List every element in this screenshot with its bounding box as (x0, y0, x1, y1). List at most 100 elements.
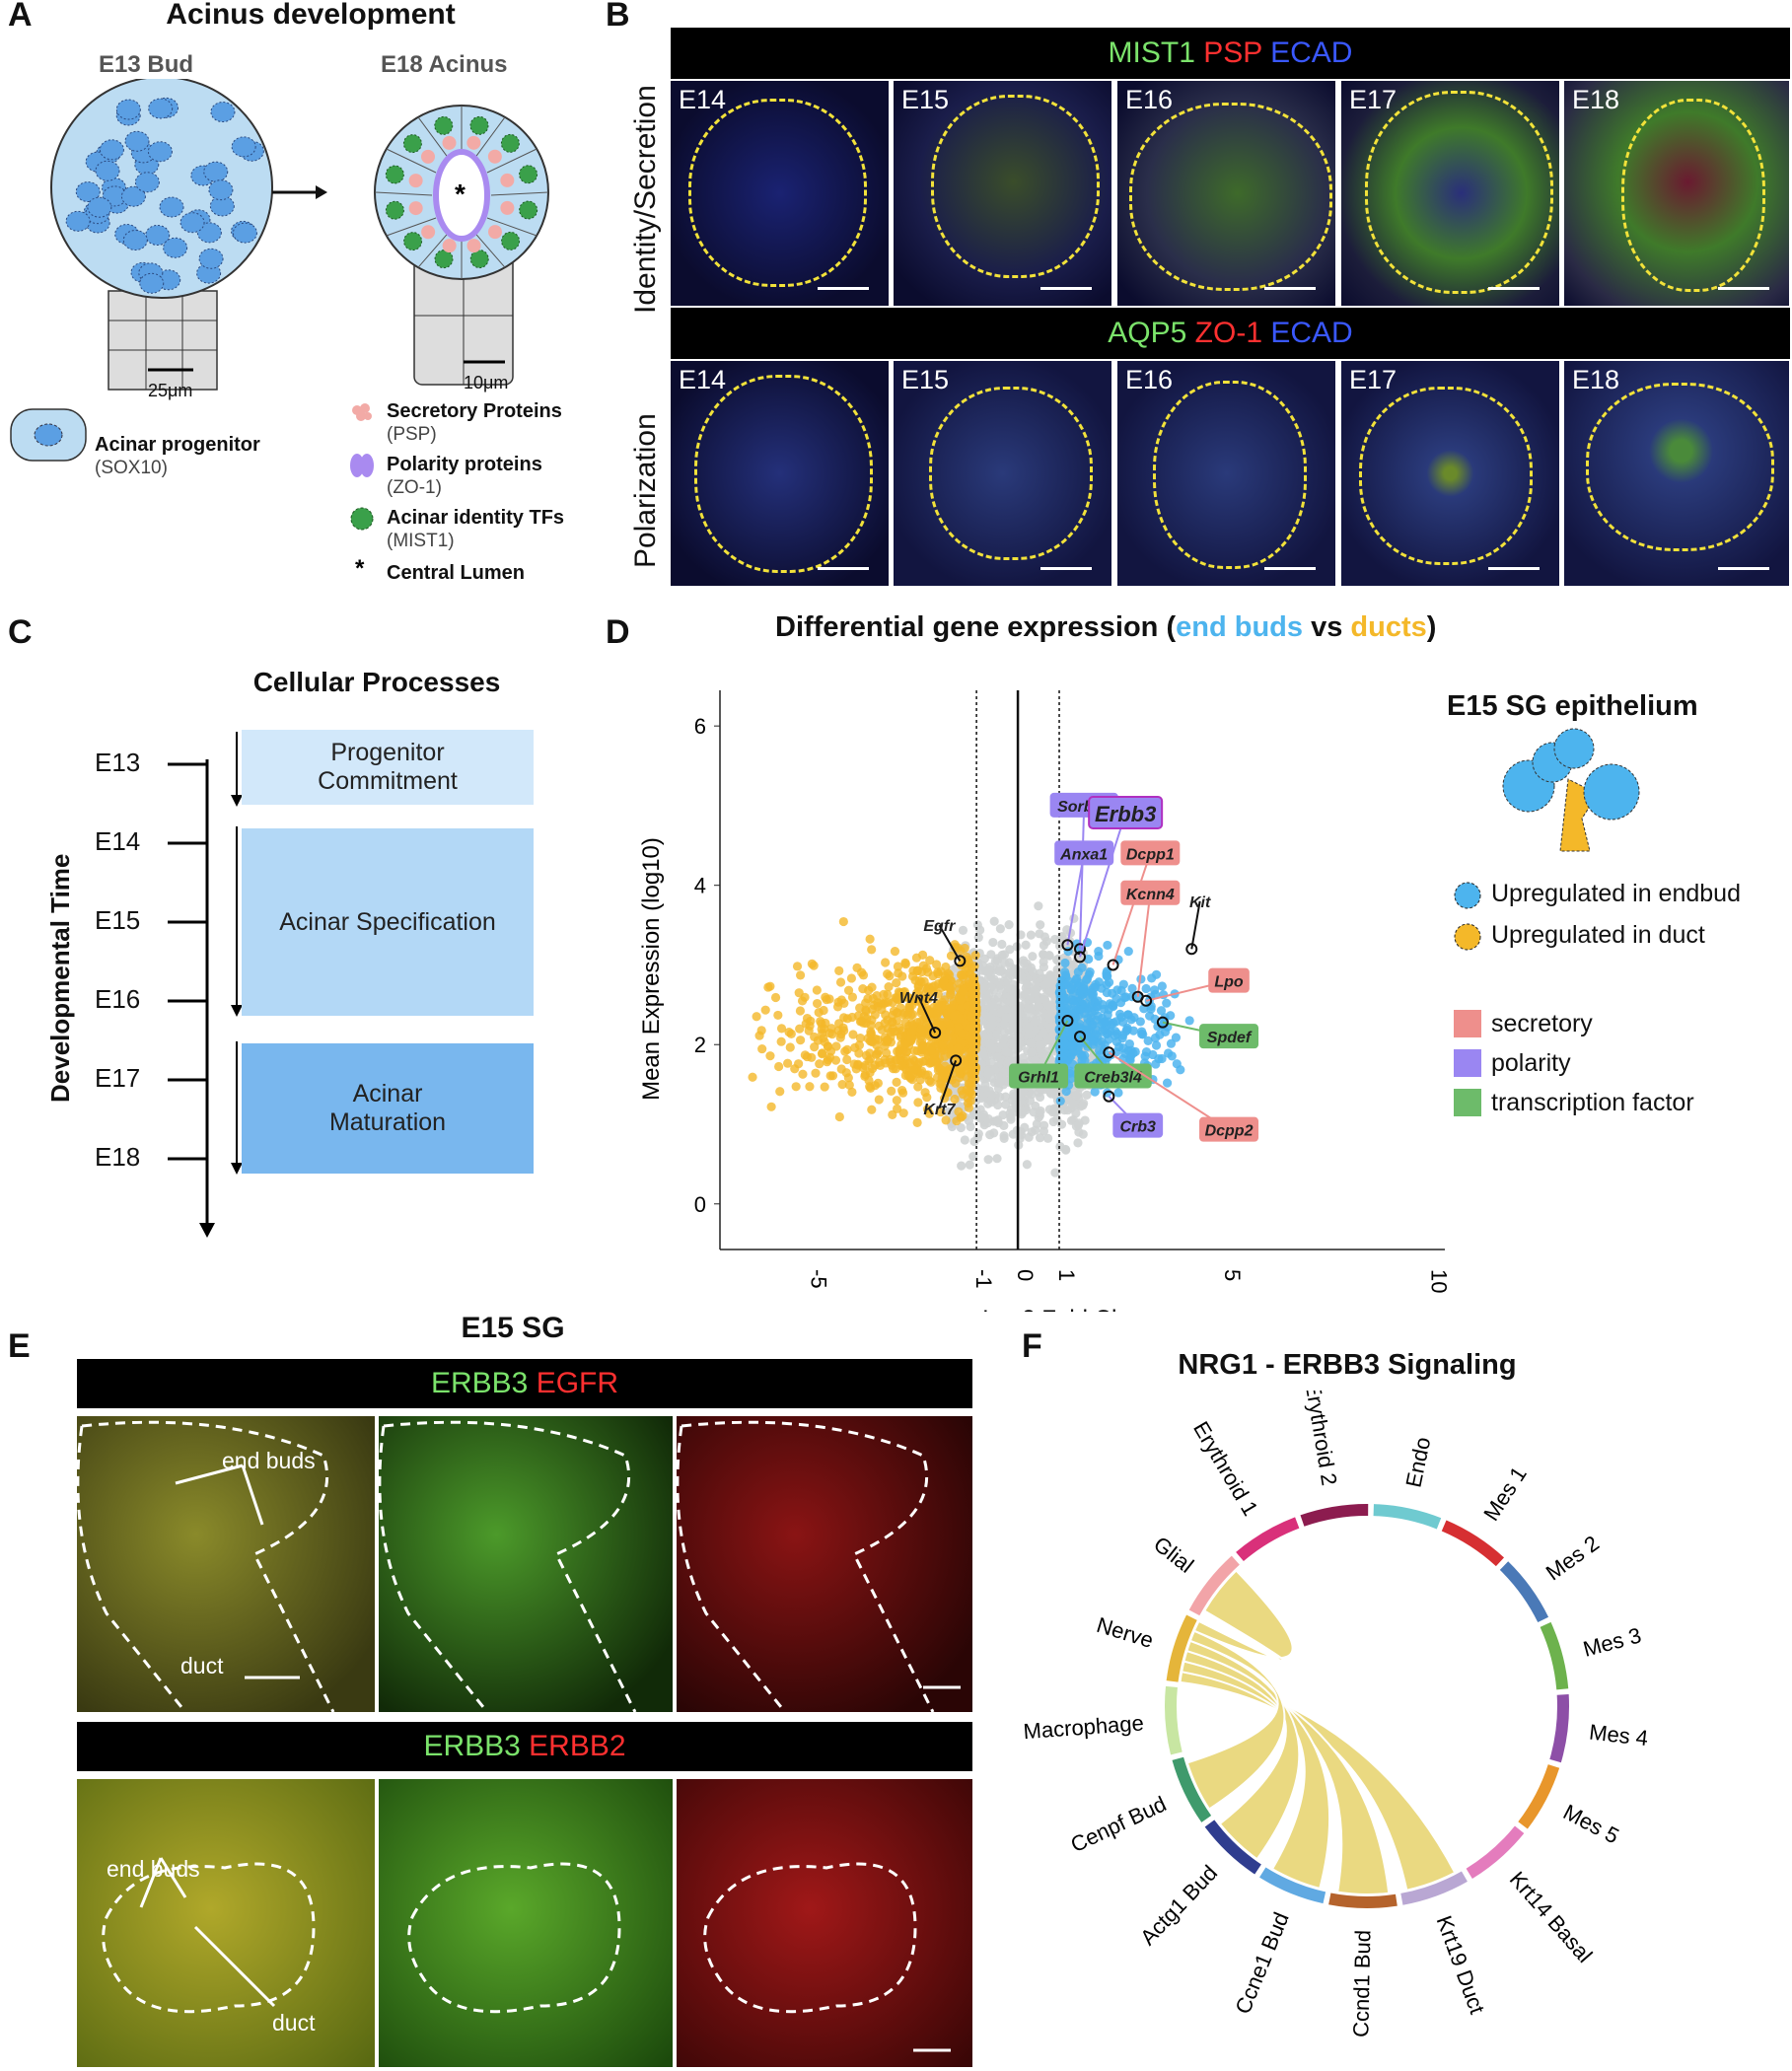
gene-label-krt7: Krt7 (923, 1102, 956, 1118)
y-tick-label: 6 (694, 714, 706, 739)
sector-label: Cenpf Bud (1067, 1791, 1171, 1857)
gene-label-wnt4: Wnt4 (899, 990, 938, 1007)
sector-label: Mes 3 (1580, 1622, 1643, 1661)
e-label-end-buds-1: end buds (222, 1448, 316, 1473)
x-tick-label: -5 (806, 1269, 830, 1289)
sector-label: Actg1 Bud (1135, 1860, 1222, 1950)
sector-ccnd1-bud (1328, 1892, 1398, 1908)
legend-tf-sub: (MIST1) (387, 531, 455, 551)
gene-point-egfr (954, 955, 967, 967)
time-e15: E15 (95, 905, 141, 935)
sector-label: Krt19 Duct (1432, 1912, 1490, 2017)
central-lumen-marker: * (455, 179, 466, 209)
d-legend-title: E15 SG epithelium (1447, 690, 1698, 722)
gene-point-erbb3 (1074, 951, 1086, 964)
process-progenitor-commitment: Progenitor Commitment (242, 730, 534, 805)
sector-actg1-bud (1204, 1820, 1261, 1875)
gene-point-dcpp1 (1107, 959, 1119, 971)
sector-nerve (1166, 1614, 1197, 1682)
row-label-polarization: Polarization (629, 413, 662, 568)
erbb3-erbb2-merge (77, 1779, 375, 2067)
x-tick-label: 1 (1054, 1269, 1079, 1281)
gene-label-kit: Kit (1189, 894, 1211, 911)
lumen-legend-icon: * (355, 555, 365, 582)
x-tick-label: 5 (1220, 1269, 1245, 1281)
erbb3-channel-2 (379, 1779, 673, 2067)
scale-label-25um: 25μm (148, 381, 193, 400)
x-tick-label: 10 (1427, 1269, 1452, 1293)
marker-psp: PSP (1203, 36, 1262, 69)
gene-point-spdef (1156, 1016, 1169, 1029)
micrograph-aqp5-e15: E15 (894, 361, 1111, 586)
y-tick-label: 0 (694, 1192, 706, 1217)
sector-label: Endo (1400, 1435, 1435, 1489)
chord-link (1185, 1629, 1286, 1811)
secretory-proteins-icon (352, 403, 372, 421)
micrograph-mist1-e18: E18 (1564, 81, 1789, 306)
e-erbb2-micrographs (77, 1779, 972, 2067)
sector-label: Erythroid 1 (1188, 1417, 1263, 1520)
sector-macrophage (1165, 1685, 1183, 1755)
sector-ccne1-bud (1259, 1867, 1326, 1904)
micrograph-mist1-e15: E15 (894, 81, 1111, 306)
panel-f-title: NRG1 - ERBB3 Signaling (1178, 1349, 1517, 1381)
panel-label-c: C (8, 613, 33, 651)
e-egfr-micrographs (77, 1416, 972, 1712)
x-tick-label: -1 (971, 1269, 996, 1289)
component-legend-icons: * (350, 403, 374, 582)
volcano-title: Differential gene expression (end buds v… (775, 611, 1437, 643)
time-e13: E13 (95, 748, 141, 777)
panel-label-f: F (1022, 1327, 1042, 1365)
x-tick-label: 0 (1013, 1269, 1038, 1281)
time-axis (168, 759, 215, 1238)
gene-point-anxa1 (1061, 939, 1074, 952)
gene-label-creb3l4: Creb3l4 (1084, 1070, 1142, 1087)
e18-acinus-diagram: * (374, 105, 549, 386)
gene-point-creb3l4 (1074, 1031, 1086, 1043)
process-acinar-specification: Acinar Specification (242, 828, 534, 1016)
x-axis-label: Log2 Fold Change (982, 1306, 1177, 1312)
gene-label-erbb3: Erbb3 (1095, 802, 1156, 826)
micrograph-mist1-e16: E16 (1117, 81, 1335, 306)
bud-label: E13 Bud (99, 51, 194, 78)
sector-mes-2 (1499, 1561, 1549, 1623)
progenitor-sub: (SOX10) (95, 458, 168, 478)
e-label-duct-1: duct (180, 1653, 224, 1678)
legend-up-endbud: Upregulated in endbud (1491, 880, 1741, 907)
sector-label: Ccne1 Bud (1230, 1908, 1293, 2017)
sector-label: Nerve (1094, 1612, 1156, 1653)
e-marker-header-2: ERBB3 ERBB2 (77, 1722, 972, 1771)
legend-secretory: secretory (1491, 1010, 1593, 1037)
sector-label: Macrophage (1023, 1710, 1145, 1744)
e-label-duct-2: duct (272, 2010, 316, 2035)
panel-label-d: D (606, 613, 630, 651)
e13-bud-diagram (50, 79, 273, 391)
gene-label-lpo: Lpo (1214, 974, 1244, 991)
marker-ecad: ECAD (1270, 36, 1353, 69)
marker-ecad-2: ECAD (1270, 317, 1353, 349)
sector-mes-5 (1518, 1764, 1560, 1829)
y-axis-label: Mean Expression (log10) (638, 837, 665, 1101)
polarity-proteins-icon (350, 454, 374, 477)
time-e18: E18 (95, 1142, 141, 1172)
micrograph-aqp5-e18: E18 (1564, 361, 1789, 586)
legend-polarity: polarity (1491, 1049, 1571, 1077)
panel-a-title: Acinus development (166, 0, 456, 31)
legend-secretory-name: Secretory Proteins (387, 400, 562, 422)
sector-label: Erythroid 2 (1300, 1391, 1341, 1487)
gene-label-dcpp1: Dcpp1 (1126, 846, 1175, 863)
panel-label-a: A (8, 0, 33, 34)
process-acinar-maturation: Acinar Maturation (242, 1043, 534, 1174)
gene-label-grhl1: Grhl1 (1018, 1070, 1059, 1087)
panel-e-title: E15 SG (461, 1312, 565, 1344)
sector-mes-1 (1441, 1520, 1505, 1567)
sector-krt19-duct (1400, 1871, 1468, 1905)
legend-tf-swatch (1454, 1089, 1481, 1116)
micrograph-mist1-e14: E14 (671, 81, 889, 306)
c-axis-label: Developmental Time (45, 853, 75, 1103)
gene-point-dcpp2 (1103, 1046, 1115, 1059)
marker-aqp5: AQP5 (1108, 317, 1187, 349)
row1-marker-header: MIST1 PSP ECAD (671, 28, 1790, 79)
micrograph-aqp5-e17: E17 (1341, 361, 1559, 586)
